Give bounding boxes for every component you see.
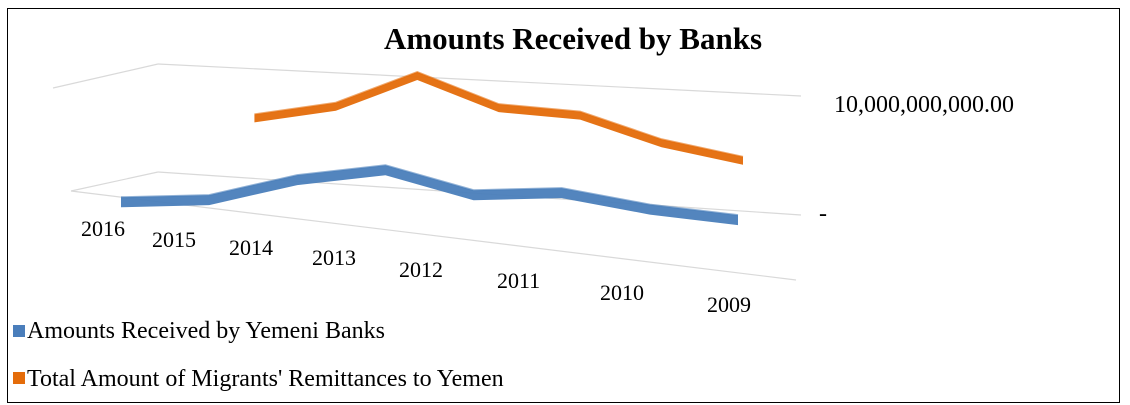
legend-swatch-remittances: [13, 372, 25, 384]
x-tick-label: 2011: [497, 268, 540, 293]
y-tick-label-zero: -: [819, 201, 827, 227]
x-tick-label: 2009: [707, 292, 751, 317]
chart-svg: 2016 2015 2014 2013 2012 2011 2010 2009 Amounts…: [13, 21, 1014, 392]
x-tick-label: 2010: [600, 280, 644, 305]
gridline-top-side: [52, 63, 159, 89]
x-tick-label: 2013: [312, 245, 356, 270]
series-yemeni-banks-body: [121, 165, 738, 226]
series-remittances-body: [254, 72, 743, 165]
x-tick-label: 2015: [152, 227, 196, 252]
series-remittances-edge: [254, 70, 744, 158]
legend-label-remittances: Total Amount of Migrants' Remittances to…: [27, 366, 504, 392]
gridline-floor-front: [70, 190, 797, 281]
series-layer: [120, 70, 744, 226]
gridline-zero-side: [70, 171, 159, 192]
x-tick-label: 2016: [81, 216, 125, 241]
gridline-top: [157, 63, 802, 97]
chart-title: Amounts Received by Banks: [384, 21, 762, 56]
legend-swatch-yemeni-banks: [13, 325, 25, 337]
x-tick-label: 2012: [399, 257, 443, 282]
chart-area: 2016 2015 2014 2013 2012 2011 2010 2009 Amounts…: [7, 8, 1120, 403]
series-yemeni-banks-edge: [120, 164, 739, 217]
legend-label-yemeni-banks: Amounts Received by Yemeni Banks: [27, 318, 385, 344]
y-tick-label-top: 10,000,000,000.00: [834, 92, 1014, 118]
x-axis-ticks: 2016 2015 2014 2013 2012 2011 2010 2009: [81, 216, 751, 317]
legend: Amounts Received by Yemeni Banks Total A…: [13, 318, 504, 392]
x-tick-label: 2014: [229, 235, 273, 260]
